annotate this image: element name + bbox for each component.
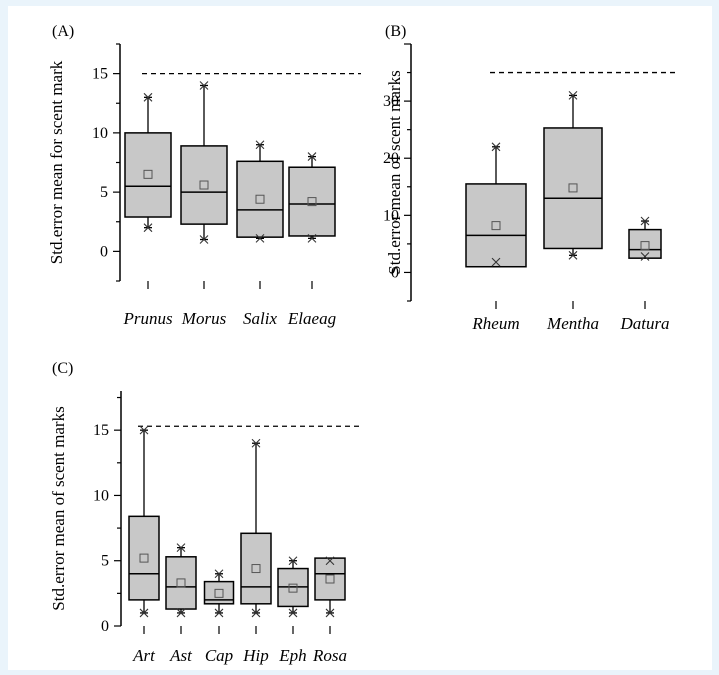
box-datura bbox=[628, 228, 662, 259]
box-hip bbox=[240, 532, 272, 605]
min-x-marker bbox=[143, 223, 153, 233]
category-label: Mentha bbox=[546, 314, 599, 333]
mean-marker bbox=[143, 169, 153, 179]
box-cap bbox=[203, 580, 235, 605]
min-x-marker bbox=[255, 233, 265, 243]
box-prunus bbox=[124, 132, 172, 218]
y-tick-label: 10 bbox=[383, 207, 399, 224]
max-x-marker bbox=[307, 152, 317, 161]
max-x-marker bbox=[288, 556, 298, 566]
box-ast bbox=[165, 556, 197, 610]
mean-marker bbox=[139, 553, 149, 563]
y-tick-label: 0 bbox=[391, 264, 399, 281]
mean-marker bbox=[255, 194, 265, 204]
min-x-marker bbox=[176, 608, 186, 618]
min-x-marker bbox=[251, 608, 261, 618]
y-tick-label: 15 bbox=[92, 66, 108, 83]
max-x-marker bbox=[568, 91, 578, 100]
y-tick-label: 0 bbox=[100, 243, 108, 260]
max-x-marker bbox=[640, 216, 650, 226]
category-label: Rosa bbox=[312, 646, 347, 665]
figure-canvas: (A) 0 5 10 15 Std.error mean for scent mark Pr… bbox=[8, 6, 712, 670]
box-art bbox=[128, 515, 160, 601]
category-label: Eph bbox=[278, 646, 306, 665]
panel-label: (C) bbox=[52, 360, 73, 377]
category-label: Hip bbox=[242, 646, 269, 665]
y-tick-label: 15 bbox=[93, 422, 109, 439]
min-x-marker bbox=[199, 235, 209, 244]
box-rheum bbox=[465, 183, 527, 268]
y-axis-title: Std.error mean of scent marks bbox=[49, 406, 68, 610]
box-elaeag bbox=[288, 166, 336, 237]
y-tick-label: 5 bbox=[100, 184, 108, 201]
category-label: Datura bbox=[619, 314, 669, 333]
max-x-marker bbox=[255, 140, 265, 150]
min-x-marker bbox=[568, 250, 578, 260]
min-x-marker bbox=[214, 608, 224, 618]
box-salix bbox=[236, 160, 284, 238]
panel-label: (A) bbox=[52, 23, 74, 40]
y-tick-label: 0 bbox=[101, 618, 109, 635]
mean-marker bbox=[491, 221, 501, 231]
category-label: Elaeag bbox=[287, 309, 336, 328]
category-label: Art bbox=[132, 646, 156, 665]
max-x-marker bbox=[143, 92, 153, 102]
max-x-marker bbox=[139, 425, 149, 435]
min-x-marker bbox=[491, 257, 501, 267]
y-axis-title: Std.error mean of scent marks bbox=[385, 70, 404, 274]
mean-marker bbox=[176, 578, 186, 588]
category-label: Cap bbox=[205, 646, 233, 665]
min-x-marker bbox=[139, 608, 149, 618]
min-x-marker bbox=[640, 252, 650, 261]
mean-marker bbox=[199, 180, 209, 190]
y-tick-label: 20 bbox=[383, 150, 399, 167]
category-label: Rheum bbox=[471, 314, 519, 333]
box-morus bbox=[180, 145, 228, 225]
max-x-marker bbox=[176, 543, 186, 553]
panel-label: (B) bbox=[385, 23, 406, 40]
y-tick-label: 10 bbox=[92, 125, 108, 142]
category-label: Morus bbox=[181, 309, 227, 328]
y-tick-label: 30 bbox=[383, 93, 399, 110]
category-label: Ast bbox=[169, 646, 193, 665]
min-x-marker bbox=[288, 608, 298, 618]
box-mentha bbox=[543, 127, 603, 250]
category-label: Salix bbox=[243, 309, 277, 328]
mean-marker bbox=[568, 183, 578, 193]
category-label: Prunus bbox=[122, 309, 173, 328]
max-x-marker bbox=[251, 438, 261, 448]
y-axis-title: Std.error mean for scent mark bbox=[47, 60, 66, 264]
box-plot-figure: (A) 0 5 10 15 Std.error mean for scent mark Pr… bbox=[47, 23, 676, 665]
mean-marker bbox=[325, 574, 335, 584]
mean-marker bbox=[214, 588, 224, 598]
mean-marker bbox=[251, 564, 261, 574]
y-tick-label: 10 bbox=[93, 487, 109, 504]
min-x-marker bbox=[325, 608, 335, 618]
mean-marker bbox=[640, 241, 650, 251]
max-x-marker bbox=[491, 142, 501, 152]
box-rosa bbox=[314, 557, 346, 601]
y-tick-label: 5 bbox=[101, 553, 109, 570]
max-x-marker bbox=[214, 569, 224, 579]
max-x-marker bbox=[325, 556, 335, 566]
max-x-marker bbox=[199, 81, 209, 90]
mean-marker bbox=[307, 197, 317, 207]
min-x-marker bbox=[307, 233, 317, 243]
mean-marker bbox=[288, 583, 298, 593]
